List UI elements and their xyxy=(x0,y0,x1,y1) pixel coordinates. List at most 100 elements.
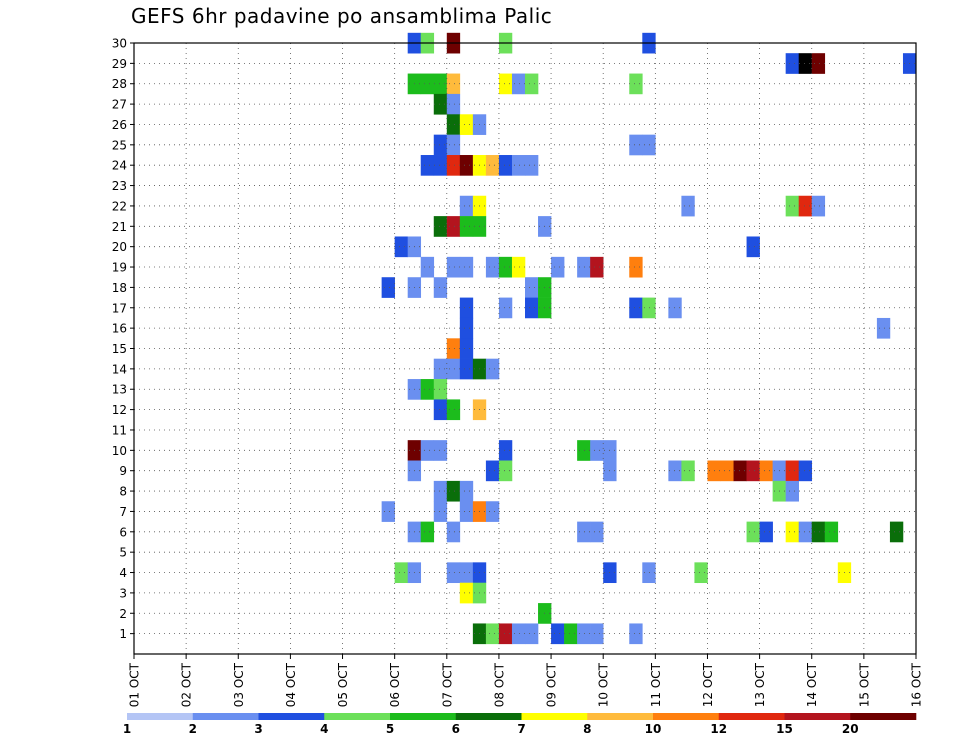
heatmap-cell xyxy=(433,155,448,176)
heatmap-cell xyxy=(498,440,513,461)
heatmap-cell xyxy=(446,155,461,176)
x-tick-label: 13 OCT xyxy=(753,662,767,707)
heatmap-cell xyxy=(420,521,435,543)
y-tick-label: 25 xyxy=(112,138,127,152)
heatmap-cell xyxy=(681,460,695,482)
x-tick-label: 04 OCT xyxy=(284,662,298,707)
colorbar-swatch xyxy=(390,713,457,720)
heatmap-cell xyxy=(577,623,591,645)
x-tick-label: 08 OCT xyxy=(492,662,506,707)
y-tick-label: 24 xyxy=(112,159,127,173)
heatmap-cell xyxy=(420,155,435,176)
heatmap-cell xyxy=(459,480,474,502)
y-tick-label: 11 xyxy=(112,423,127,437)
heatmap-cell xyxy=(525,277,539,298)
heatmap-cell xyxy=(811,53,826,74)
colorbar-label: 8 xyxy=(583,722,591,736)
x-tick-label: 07 OCT xyxy=(440,662,454,707)
x-tick-label: 03 OCT xyxy=(232,662,246,707)
heatmap-cell xyxy=(420,379,435,400)
x-tick-label: 10 OCT xyxy=(597,662,611,707)
heatmap-cell xyxy=(811,195,826,217)
heatmap-cell xyxy=(446,358,461,380)
heatmap-cell xyxy=(629,297,643,319)
heatmap-cell xyxy=(459,582,474,604)
colorbar-label: 2 xyxy=(189,722,197,736)
y-tick-label: 26 xyxy=(112,118,127,132)
heatmap-cell xyxy=(525,623,539,645)
heatmap-cell xyxy=(876,317,891,339)
heatmap-cell xyxy=(498,297,513,319)
heatmap-cell xyxy=(446,256,461,278)
heatmap-cell xyxy=(889,521,904,543)
y-tick-label: 15 xyxy=(112,342,127,356)
heatmap-cell xyxy=(394,236,408,258)
heatmap-cell xyxy=(720,460,734,482)
heatmap-cell xyxy=(459,114,474,135)
heatmap-cell xyxy=(577,256,591,278)
y-tick-label: 5 xyxy=(119,546,127,560)
heatmap-cell xyxy=(759,460,773,482)
heatmap-cells xyxy=(381,32,917,645)
heatmap-cell xyxy=(433,440,448,461)
x-tick-label: 06 OCT xyxy=(388,662,402,707)
y-tick-label: 2 xyxy=(119,607,127,621)
heatmap-cell xyxy=(642,134,656,156)
heatmap-cell xyxy=(511,256,526,278)
y-tick-label: 6 xyxy=(119,525,127,539)
y-tick-label: 28 xyxy=(112,77,127,91)
colorbar-swatch xyxy=(718,713,785,720)
heatmap-cell xyxy=(694,562,708,584)
y-tick-label: 30 xyxy=(112,37,127,51)
y-tick-label: 27 xyxy=(112,98,127,112)
x-tick-label: 15 OCT xyxy=(857,662,871,707)
colorbar-swatch xyxy=(258,713,325,720)
y-tick-label: 29 xyxy=(112,57,127,71)
heatmap-cell xyxy=(511,155,526,176)
heatmap-cell xyxy=(485,460,500,482)
colorbar-label: 7 xyxy=(517,722,525,736)
heatmap-cell xyxy=(798,460,813,482)
heatmap-cell xyxy=(511,73,526,95)
colorbar: 1 2 3 4 5 6 7 8 10 12 15 20 xyxy=(123,713,917,736)
y-tick-label: 12 xyxy=(112,403,127,417)
colorbar-label: 3 xyxy=(254,722,262,736)
heatmap-cell xyxy=(433,134,448,156)
heatmap-cell xyxy=(642,297,656,319)
heatmap-cell xyxy=(629,134,643,156)
y-axis: 1234567891011121314151617181920212223242… xyxy=(112,37,134,641)
heatmap-cell xyxy=(629,73,643,95)
y-tick-label: 18 xyxy=(112,281,127,295)
heatmap-cell xyxy=(746,521,760,543)
colorbar-swatch xyxy=(850,713,917,720)
heatmap-cell xyxy=(485,623,500,645)
x-tick-label: 02 OCT xyxy=(180,662,194,707)
heatmap-cell xyxy=(459,562,474,584)
heatmap-cell xyxy=(525,297,539,319)
y-tick-label: 1 xyxy=(119,627,127,641)
heatmap-cell xyxy=(433,216,448,237)
heatmap-cell xyxy=(590,521,604,543)
heatmap-cell xyxy=(498,256,513,278)
heatmap-cell xyxy=(798,53,813,74)
heatmap-cell xyxy=(420,73,435,95)
y-tick-label: 17 xyxy=(112,301,127,315)
heatmap-cell xyxy=(824,521,839,543)
heatmap-cell xyxy=(785,521,799,543)
y-tick-label: 4 xyxy=(119,566,127,580)
heatmap-cell xyxy=(681,195,695,217)
heatmap-cell xyxy=(446,216,461,237)
heatmap-cell xyxy=(459,256,474,278)
heatmap-cell xyxy=(459,195,474,217)
heatmap-cell xyxy=(433,480,448,502)
heatmap-cell xyxy=(798,521,813,543)
heatmap-cell xyxy=(746,460,760,482)
heatmap-cell xyxy=(668,460,682,482)
heatmap-cell xyxy=(485,155,500,176)
y-tick-label: 3 xyxy=(119,586,127,600)
heatmap-cell xyxy=(433,399,448,421)
heatmap-cell xyxy=(485,501,500,522)
colorbar-label: 5 xyxy=(386,722,394,736)
x-tick-label: 05 OCT xyxy=(336,662,350,707)
